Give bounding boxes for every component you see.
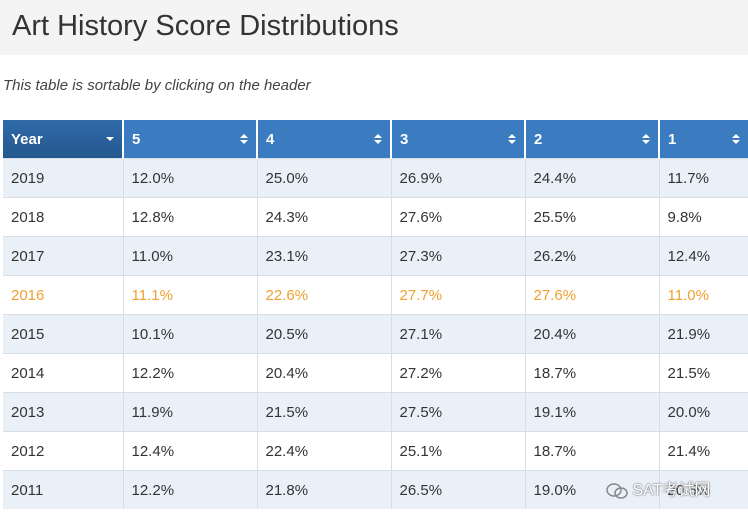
table-cell: 12.2% — [123, 470, 258, 509]
table-cell: 21.8% — [257, 470, 392, 509]
table-cell: 2014 — [3, 353, 124, 393]
sort-icon — [642, 134, 650, 144]
table-cell: 26.5% — [391, 470, 526, 509]
column-header-text: 3 — [400, 130, 409, 148]
table-cell: 27.5% — [391, 392, 526, 432]
table-cell: 26.2% — [525, 236, 660, 276]
column-header-text: 2 — [534, 130, 543, 148]
table-cell: 24.4% — [525, 158, 660, 198]
watermark-icon — [606, 483, 628, 499]
table-row: 2012 12.4% 22.4% 25.1% 18.7% 21.4% — [3, 431, 748, 471]
column-header-text: 4 — [266, 130, 275, 148]
table-cell: 11.7% — [659, 158, 748, 198]
table-cell: 23.1% — [257, 236, 392, 276]
score-table: Year 5 4 3 2 1 2019 12.0% 25.0% 26.9% 24.4% 11.7% 2… — [3, 120, 748, 509]
table-cell: 18.7% — [525, 431, 660, 471]
table-cell: 2016 — [3, 275, 124, 315]
table-cell: 27.6% — [525, 275, 660, 315]
column-header[interactable]: 3 — [391, 120, 526, 159]
table-cell: 21.5% — [257, 392, 392, 432]
table-cell: 20.5% — [257, 314, 392, 354]
column-header-text: 5 — [132, 130, 141, 148]
table-row: 2011 12.2% 21.8% 26.5% 19.0% 20.5% — [3, 470, 748, 509]
table-cell: 25.0% — [257, 158, 392, 198]
table-cell: 22.6% — [257, 275, 392, 315]
sort-arrow — [732, 134, 740, 144]
table-body: 2019 12.0% 25.0% 26.9% 24.4% 11.7% 2018 12.8% 24… — [3, 158, 748, 509]
sort-icon — [240, 134, 248, 144]
table-cell: 9.8% — [659, 197, 748, 237]
table-cell: 2012 — [3, 431, 124, 471]
table-cell: 19.1% — [525, 392, 660, 432]
column-header[interactable]: 1 — [659, 120, 748, 159]
sort-arrow — [106, 137, 114, 141]
table-cell: 11.0% — [659, 275, 748, 315]
column-header-text: Year — [11, 130, 43, 148]
table-cell: 24.3% — [257, 197, 392, 237]
sort-arrow — [508, 134, 516, 144]
table-cell: 27.1% — [391, 314, 526, 354]
watermark: SAT考试网 — [606, 476, 710, 500]
table-cell: 19.0% — [525, 470, 660, 509]
page-title: Art History Score Distributions — [12, 10, 399, 42]
table-cell: 21.9% — [659, 314, 748, 354]
column-header-text: 1 — [668, 130, 677, 148]
table-cell: 11.9% — [123, 392, 258, 432]
sort-icon — [106, 137, 114, 141]
table-cell: 12.2% — [123, 353, 258, 393]
table-row: 2016 11.1% 22.6% 27.7% 27.6% 11.0% — [3, 275, 748, 315]
table-cell: 2011 — [3, 470, 124, 509]
table-row: 2017 11.0% 23.1% 27.3% 26.2% 12.4% — [3, 236, 748, 276]
sort-icon — [732, 134, 740, 144]
sort-arrow — [374, 134, 382, 144]
table-cell: 27.3% — [391, 236, 526, 276]
table-cell: 2019 — [3, 158, 124, 198]
table-cell: 20.4% — [257, 353, 392, 393]
table-cell: 27.6% — [391, 197, 526, 237]
column-header[interactable]: 4 — [257, 120, 392, 159]
column-header[interactable]: 5 — [123, 120, 258, 159]
sort-arrow — [240, 134, 248, 144]
sort-note: This table is sortable by clicking on th… — [3, 77, 311, 94]
table-cell: 2015 — [3, 314, 124, 354]
table-cell: 10.1% — [123, 314, 258, 354]
table-row: 2015 10.1% 20.5% 27.1% 20.4% 21.9% — [3, 314, 748, 354]
watermark-text: SAT考试网 — [632, 482, 711, 499]
table-cell: 12.0% — [123, 158, 258, 198]
table-cell: 12.4% — [123, 431, 258, 471]
header-row: Year 5 4 3 2 1 — [3, 120, 748, 159]
table-cell: 11.0% — [123, 236, 258, 276]
table-cell: 2017 — [3, 236, 124, 276]
table-cell: 25.5% — [525, 197, 660, 237]
table-row: 2013 11.9% 21.5% 27.5% 19.1% 20.0% — [3, 392, 748, 432]
table-cell: 20.4% — [525, 314, 660, 354]
table-cell: 20.5% — [659, 470, 748, 509]
column-header[interactable]: Year — [3, 120, 124, 159]
table-row: 2018 12.8% 24.3% 27.6% 25.5% 9.8% — [3, 197, 748, 237]
sort-icon — [374, 134, 382, 144]
table-cell: 25.1% — [391, 431, 526, 471]
sort-icon — [508, 134, 516, 144]
table-cell: 20.0% — [659, 392, 748, 432]
table-cell: 18.7% — [525, 353, 660, 393]
table-cell: 22.4% — [257, 431, 392, 471]
table-row: 2014 12.2% 20.4% 27.2% 18.7% 21.5% — [3, 353, 748, 393]
table-cell: 21.4% — [659, 431, 748, 471]
table-cell: 27.2% — [391, 353, 526, 393]
table-cell: 11.1% — [123, 275, 258, 315]
column-header[interactable]: 2 — [525, 120, 660, 159]
table-cell: 21.5% — [659, 353, 748, 393]
table-cell: 2013 — [3, 392, 124, 432]
table-cell: 27.7% — [391, 275, 526, 315]
table-cell: 12.8% — [123, 197, 258, 237]
table-cell: 26.9% — [391, 158, 526, 198]
table-cell: 12.4% — [659, 236, 748, 276]
sort-arrow — [642, 134, 650, 144]
title-bar: Art History Score Distributions — [0, 0, 748, 55]
table-row: 2019 12.0% 25.0% 26.9% 24.4% 11.7% — [3, 158, 748, 198]
table-cell: 2018 — [3, 197, 124, 237]
